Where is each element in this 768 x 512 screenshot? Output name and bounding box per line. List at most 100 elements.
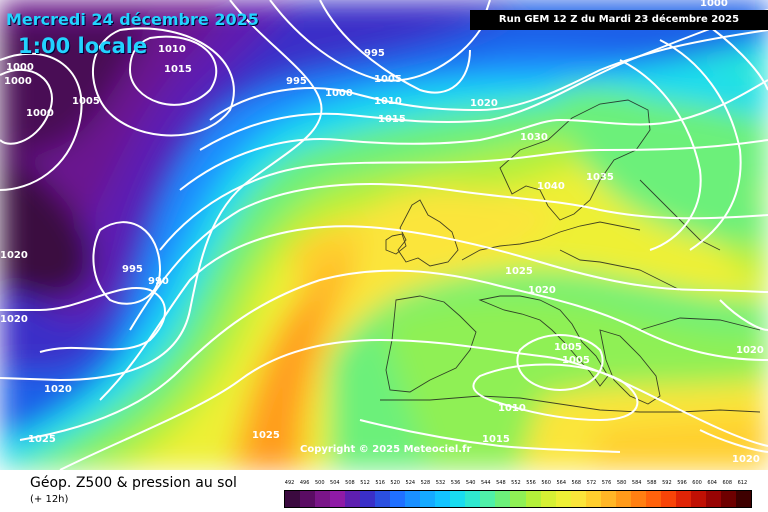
isobar-labels: 1010 1015 1000 1000 1005 1000 995 995 10… — [0, 0, 764, 465]
weather-map: 1010 1015 1000 1000 1005 1000 995 995 10… — [0, 0, 768, 470]
legend-swatch — [705, 491, 721, 507]
legend-swatch — [345, 491, 361, 507]
legend-label: 560 — [541, 480, 551, 486]
legend-label: 552 — [511, 480, 521, 486]
geopotential-field — [0, 0, 768, 470]
legend-swatch — [600, 491, 616, 507]
isobars — [0, 0, 768, 470]
isobar-label: 1005 — [562, 355, 590, 366]
legend-swatch — [630, 491, 646, 507]
isobar-label: 995 — [364, 48, 385, 59]
legend-swatch — [375, 491, 391, 507]
legend-label: 528 — [420, 480, 431, 486]
isobar-label: 1000 — [26, 108, 54, 119]
legend-label: 568 — [571, 480, 582, 486]
isobar-label: 1000 — [700, 0, 728, 9]
legend-swatch — [660, 491, 676, 507]
isobar-label: 1020 — [528, 285, 556, 296]
legend-swatch — [360, 491, 376, 507]
legend-swatch — [615, 491, 631, 507]
isobar-label: 1020 — [0, 250, 28, 261]
isobar-label: 1025 — [28, 434, 56, 445]
isobar-label: 1010 — [374, 96, 402, 107]
legend-label: 540 — [465, 480, 476, 486]
legend-label: 544 — [480, 480, 491, 486]
legend-label: 548 — [496, 480, 506, 486]
legend-swatch — [495, 491, 511, 507]
legend-label: 496 — [299, 480, 310, 486]
isobar-label: 1005 — [554, 342, 582, 353]
legend-swatch — [285, 491, 301, 507]
legend-swatch — [585, 491, 601, 507]
color-legend — [284, 490, 752, 508]
legend-swatch — [645, 491, 661, 507]
legend-label: 592 — [662, 480, 672, 486]
isobar-label: 990 — [148, 276, 169, 287]
legend-swatch — [480, 491, 496, 507]
isobar-label: 1010 — [498, 403, 526, 414]
run-info-banner: Run GEM 12 Z du Mardi 23 décembre 2025 — [470, 10, 768, 30]
legend-swatch — [330, 491, 346, 507]
legend-label: 516 — [375, 480, 385, 486]
legend-swatch — [510, 491, 526, 507]
legend-label: 512 — [360, 480, 370, 486]
legend-swatch — [675, 491, 691, 507]
isobar-label: 1005 — [374, 74, 402, 85]
legend-swatch — [570, 491, 586, 507]
legend-swatch — [315, 491, 331, 507]
legend-label: 600 — [692, 480, 702, 486]
valid-hour: 1:00 locale — [18, 34, 148, 58]
legend-swatch — [405, 491, 421, 507]
legend-label: 596 — [677, 480, 687, 486]
legend-label: 500 — [314, 480, 325, 486]
isobar-label: 1020 — [732, 454, 760, 465]
isobar-label: 1005 — [72, 96, 100, 107]
isobar-label: 1015 — [164, 64, 192, 75]
legend-label: 608 — [722, 480, 733, 486]
legend-label: 504 — [330, 480, 340, 486]
legend-swatch — [690, 491, 706, 507]
legend-label: 576 — [601, 480, 612, 486]
legend-swatch — [735, 491, 751, 507]
isobar-label: 1025 — [252, 430, 280, 441]
legend-swatch — [525, 491, 541, 507]
isobar-label: 1015 — [482, 434, 510, 445]
legend-label: 556 — [526, 480, 536, 486]
isobar-label: 1000 — [6, 62, 34, 73]
legend-label: 508 — [345, 480, 355, 486]
isobar-label: 1035 — [586, 172, 614, 183]
valid-date: Mercredi 24 décembre 2025 — [6, 10, 259, 29]
legend-swatch — [465, 491, 481, 507]
isobar-label: 1010 — [158, 44, 186, 55]
isobar-label: 995 — [122, 264, 143, 275]
legend-swatch — [555, 491, 571, 507]
coastlines — [380, 99, 761, 413]
isobar-label: 1020 — [0, 314, 28, 325]
legend-label: 572 — [586, 480, 597, 486]
legend-swatch — [540, 491, 556, 507]
legend-label: 536 — [450, 480, 461, 486]
legend-swatch — [390, 491, 406, 507]
isobar-label: 1040 — [537, 181, 565, 192]
parameter-title: Géop. Z500 & pression au sol — [30, 475, 237, 491]
isobar-label: 1025 — [505, 266, 533, 277]
legend-label: 524 — [405, 480, 416, 486]
legend-swatch — [720, 491, 736, 507]
legend-swatch — [300, 491, 316, 507]
isobar-label: 1030 — [520, 132, 548, 143]
legend-label: 604 — [707, 480, 717, 486]
legend-label: 580 — [616, 480, 627, 486]
legend-swatch — [420, 491, 436, 507]
legend-label: 584 — [631, 480, 642, 486]
legend-swatch — [450, 491, 466, 507]
isobar-label: 995 — [286, 76, 307, 87]
lead-time: (+ 12h) — [30, 494, 69, 505]
legend-label: 612 — [737, 480, 748, 486]
legend-label: 564 — [556, 480, 566, 486]
copyright-notice: Copyright © 2025 Meteociel.fr — [300, 444, 472, 455]
legend-label: 492 — [284, 480, 295, 486]
isobar-label: 1000 — [4, 76, 32, 87]
isobar-label: 1020 — [470, 98, 498, 109]
isobar-label: 1000 — [325, 88, 353, 99]
legend-label: 520 — [390, 480, 400, 486]
